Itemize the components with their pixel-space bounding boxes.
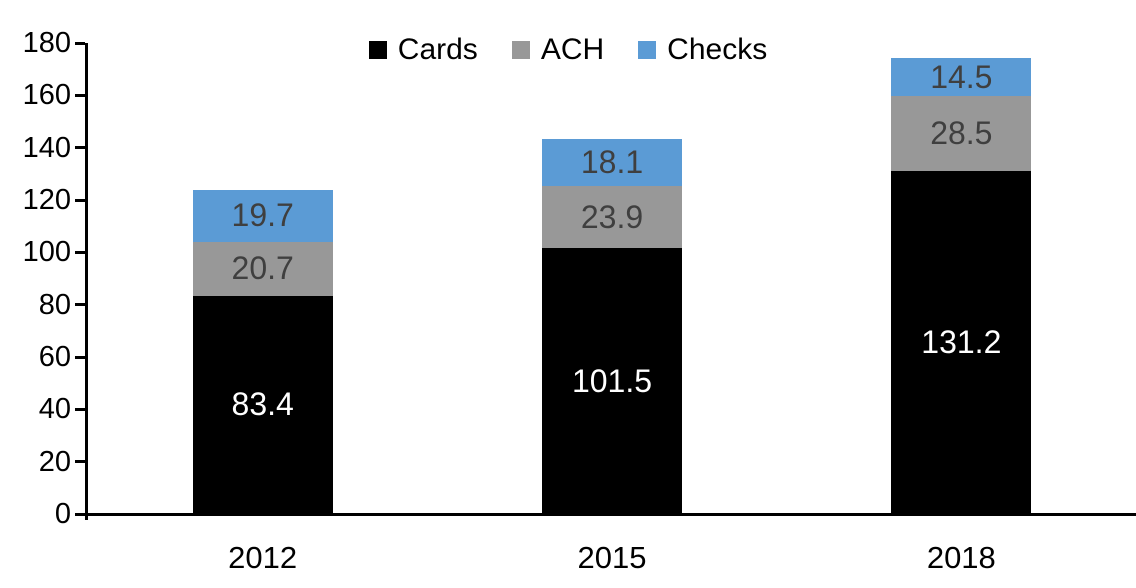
y-axis-label: 60 xyxy=(38,341,71,373)
bar-segment-cards-2015: 101.5 xyxy=(542,248,682,514)
legend-marker-ach-icon xyxy=(511,41,530,59)
y-axis-tick xyxy=(75,460,85,464)
bar-segment-ach-2018: 28.5 xyxy=(891,96,1032,171)
y-axis-label: 20 xyxy=(38,445,71,478)
y-axis-tick xyxy=(75,41,85,45)
bar-segment-checks-2018: 14.5 xyxy=(891,58,1032,97)
data-label-cards-2015: 101.5 xyxy=(571,362,653,399)
y-axis-label: 180 xyxy=(22,27,71,59)
legend-entry-cards: Cards xyxy=(368,33,478,67)
x-axis-line xyxy=(75,512,1136,516)
y-axis-tick xyxy=(75,146,85,150)
legend-entry-checks: Checks xyxy=(638,33,767,67)
y-axis-label: 160 xyxy=(22,79,71,112)
bar-segment-ach-2015: 23.9 xyxy=(542,185,682,249)
data-label-cards-2018: 131.2 xyxy=(921,323,1002,360)
y-axis-label: 140 xyxy=(22,131,71,164)
bar-segment-checks-2015: 18.1 xyxy=(542,138,682,186)
legend-label: Cards xyxy=(397,33,478,66)
y-axis-label: 120 xyxy=(22,184,71,216)
y-axis-line xyxy=(85,43,88,520)
legend-marker-cards-icon xyxy=(368,41,387,59)
y-axis-label: 80 xyxy=(38,288,71,321)
legend-label: ACH xyxy=(540,33,605,66)
y-axis-label: 100 xyxy=(22,236,71,269)
data-label-checks-2018: 14.5 xyxy=(930,58,993,95)
data-label-checks-2012: 19.7 xyxy=(231,197,294,234)
x-axis-label: 2015 xyxy=(577,540,647,575)
data-label-ach-2015: 23.9 xyxy=(580,198,644,235)
y-axis-tick xyxy=(75,250,85,254)
y-axis-tick xyxy=(75,303,85,307)
y-axis-tick xyxy=(75,407,85,411)
bar-segment-cards-2012: 83.4 xyxy=(192,295,333,514)
y-axis-tick xyxy=(75,198,85,202)
data-label-ach-2018: 28.5 xyxy=(930,114,993,151)
y-axis-tick xyxy=(75,355,85,359)
legend-marker-checks-icon xyxy=(638,41,657,59)
data-label-checks-2015: 18.1 xyxy=(580,143,644,180)
data-label-cards-2012: 83.4 xyxy=(231,386,294,423)
bar-segment-cards-2018: 131.2 xyxy=(891,170,1032,514)
bar-segment-ach-2012: 20.7 xyxy=(192,241,333,296)
y-axis-label: 40 xyxy=(38,393,71,426)
y-axis-label: 0 xyxy=(54,498,71,530)
y-axis-tick xyxy=(75,93,85,97)
x-axis-label: 2012 xyxy=(228,540,298,575)
data-label-ach-2012: 20.7 xyxy=(231,250,294,287)
legend-entry-ach: ACH xyxy=(511,33,605,67)
chart-legend: Cards ACH Checks xyxy=(0,31,1136,69)
legend-label: Checks xyxy=(667,33,768,66)
bar-segment-checks-2012: 19.7 xyxy=(192,190,333,242)
x-axis-label: 2018 xyxy=(926,540,996,575)
